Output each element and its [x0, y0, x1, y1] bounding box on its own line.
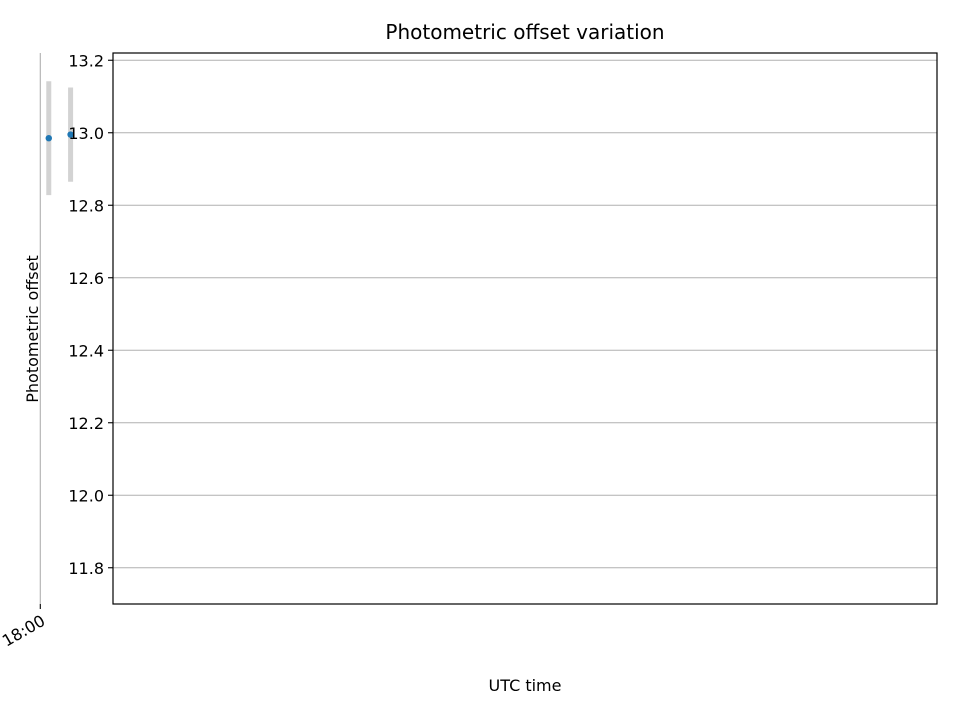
y-tick-label: 12.4 [68, 341, 104, 360]
y-tick-label: 13.2 [68, 51, 104, 70]
y-tick-label: 13.0 [68, 124, 104, 143]
y-axis-ticks: 11.8 12.0 12.2 12.4 12.6 12.8 13.0 13.2 [68, 51, 113, 578]
grid-lines [39, 53, 937, 604]
data-point [67, 131, 74, 138]
y-tick-label: 12.6 [68, 269, 104, 288]
y-tick-label: 12.2 [68, 414, 104, 433]
data-point [45, 134, 52, 142]
plot-frame [112, 52, 938, 605]
y-tick-label: 12.8 [68, 196, 104, 215]
x-axis-label: UTC time [489, 676, 562, 695]
data-points [45, 131, 74, 142]
chart-title: Photometric offset variation [385, 20, 664, 44]
y-axis-label: Photometric offset [23, 255, 42, 403]
y-tick-label: 11.8 [68, 559, 104, 578]
y-tick-label: 12.0 [68, 486, 104, 505]
